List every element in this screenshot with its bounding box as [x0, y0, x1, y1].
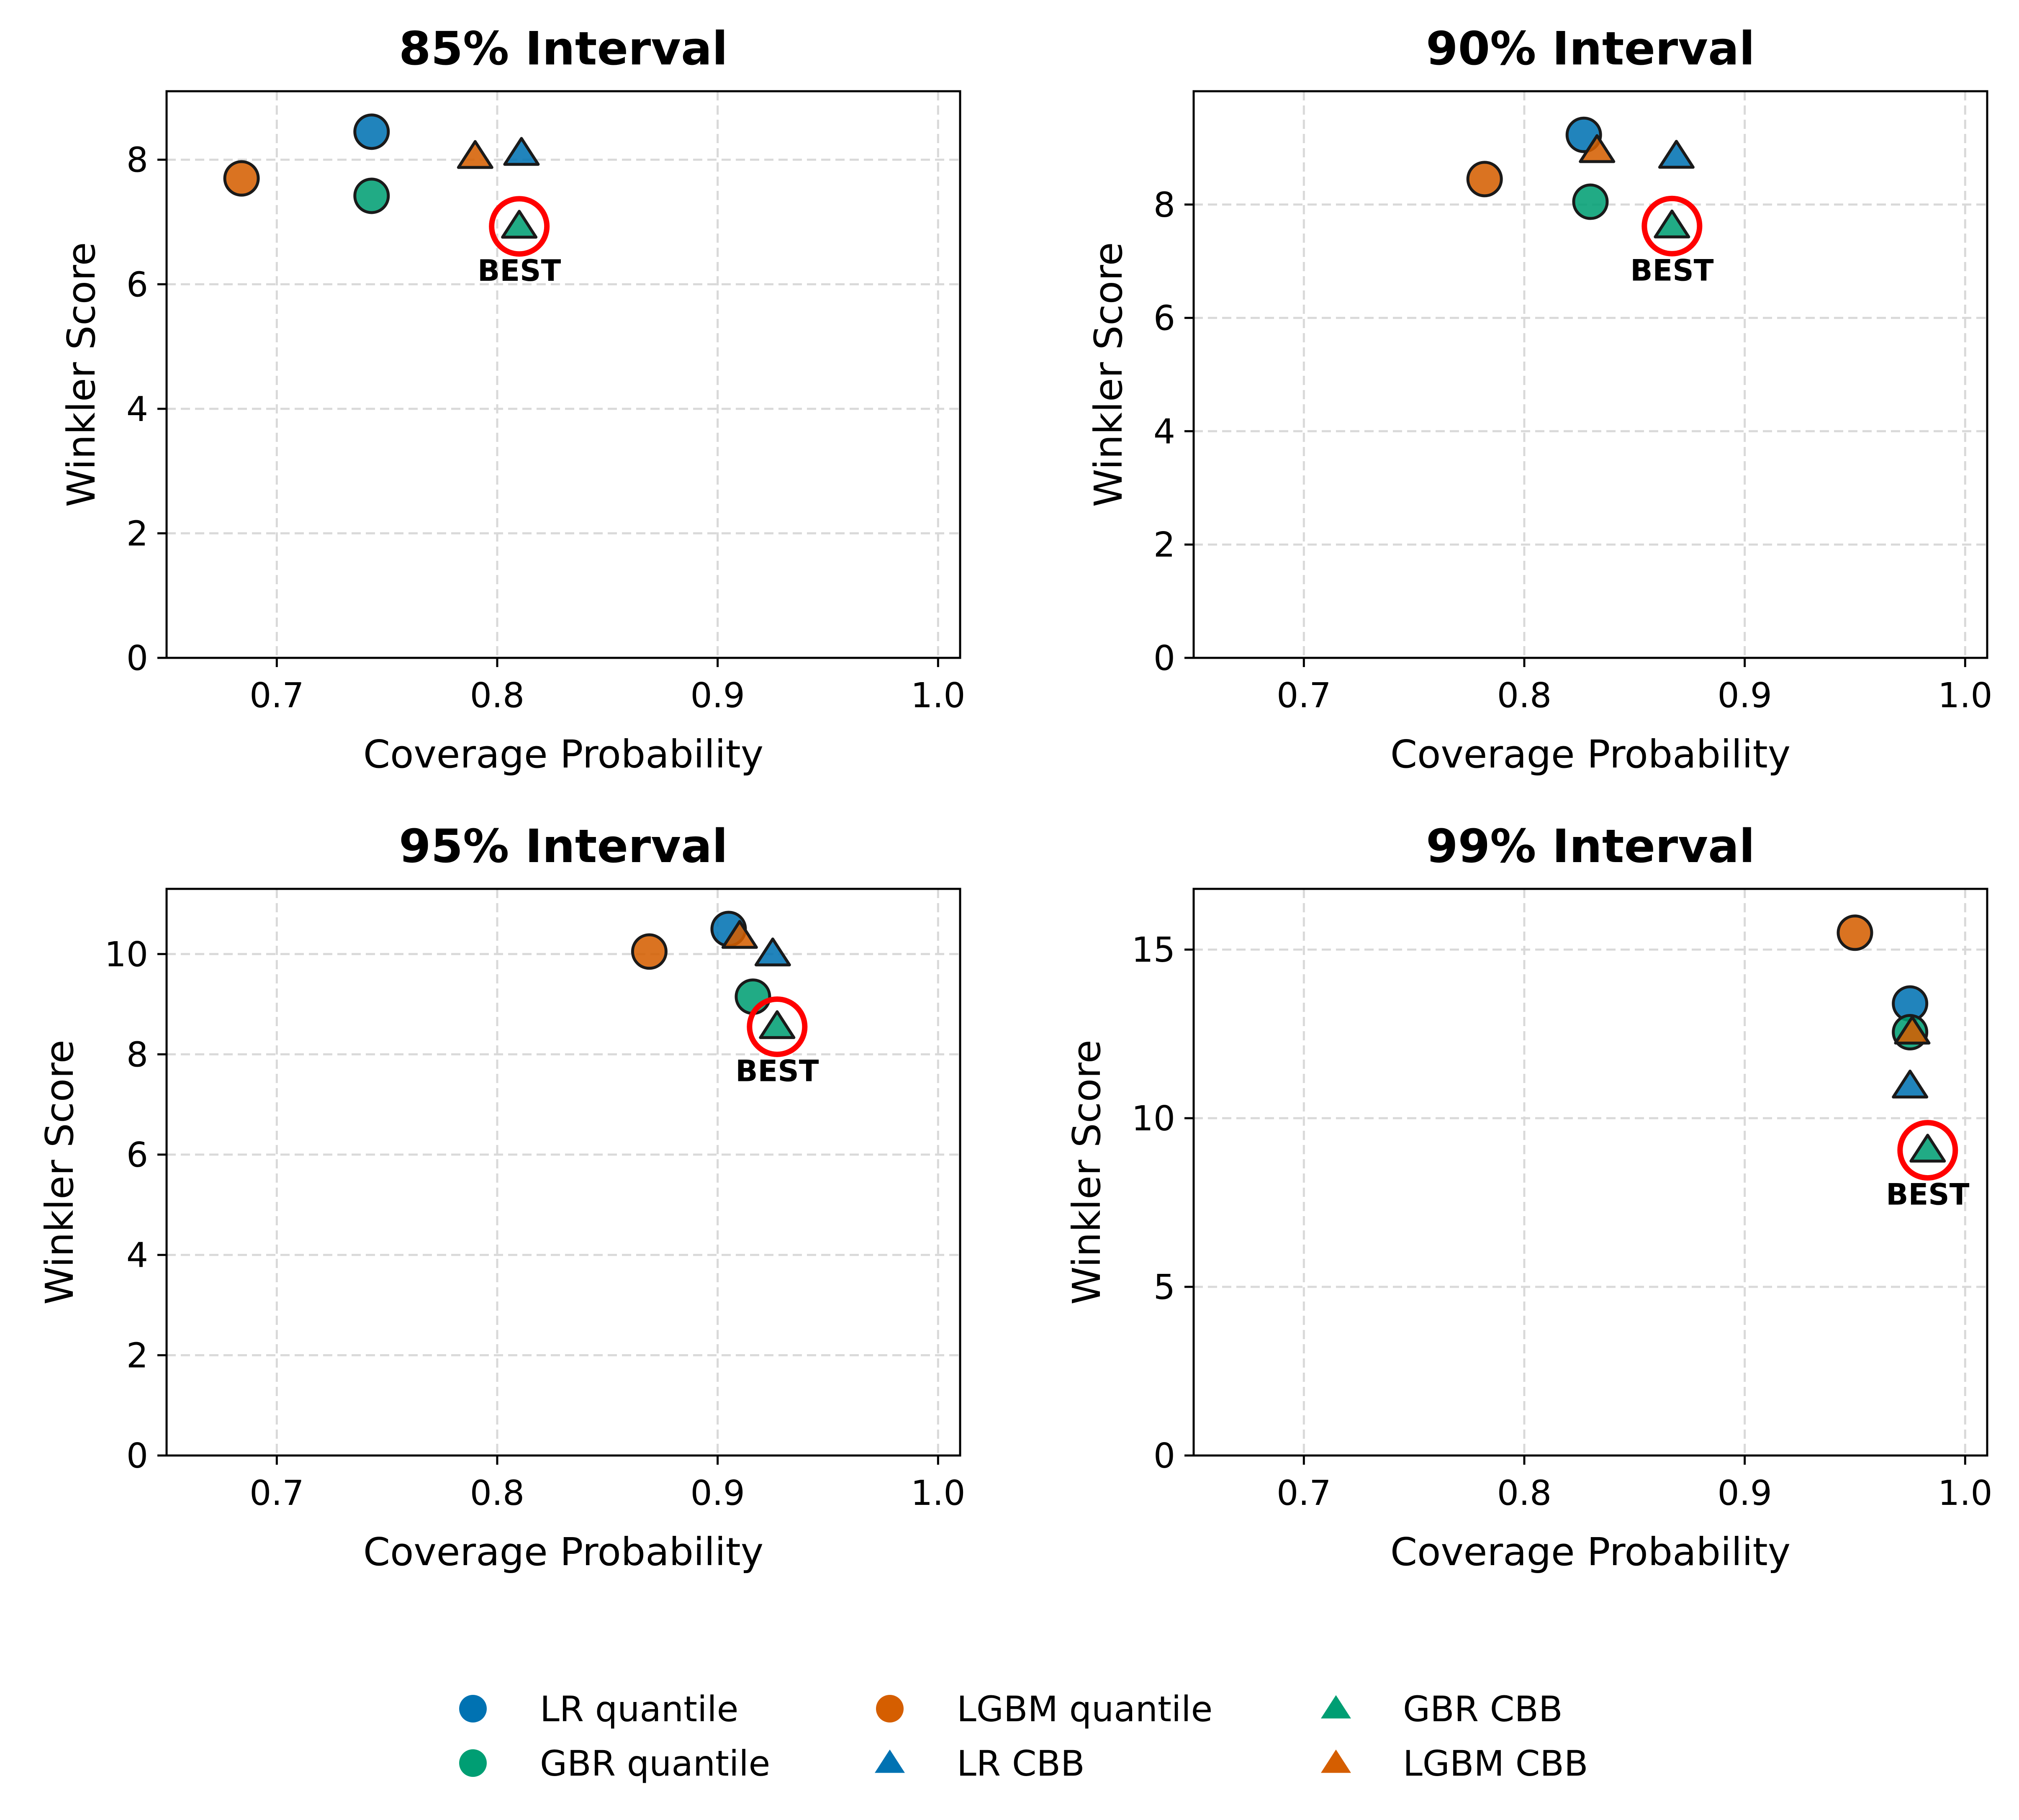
- best-label: BEST: [1886, 1178, 1970, 1212]
- y-tick-label: 4: [1153, 412, 1175, 452]
- best-highlight-ring: [489, 196, 550, 257]
- x-tick-label: 0.9: [1717, 676, 1772, 716]
- point-lr-cbb: [1892, 1069, 1929, 1099]
- legend-label-lgbm-cbb: LGBM CBB: [1403, 1743, 1588, 1784]
- x-tick-label: 1.0: [911, 1473, 965, 1513]
- point-lgbm-cbb: [1579, 134, 1616, 163]
- subplot-title: 90% Interval: [1426, 22, 1755, 75]
- subplot-title: 99% Interval: [1426, 819, 1755, 873]
- point-lgbm-quantile: [1466, 161, 1503, 198]
- best-highlight-ring: [1897, 1120, 1958, 1181]
- legend-label-lr-quantile: LR quantile: [540, 1689, 738, 1730]
- subplot-title: 95% Interval: [399, 819, 728, 873]
- axes-frame: [165, 90, 961, 659]
- x-axis-label: Coverage Probability: [1390, 1530, 1790, 1574]
- point-lgbm-quantile: [1837, 914, 1873, 951]
- x-tick-label: 0.9: [690, 676, 745, 716]
- subplot-3: 95% Interval 0.7 0.8 0.9 1.0 0 2 4 6 8 10 Coverage …: [37, 819, 966, 1574]
- y-tick-label: 5: [1153, 1268, 1175, 1307]
- point-lr-cbb: [1658, 140, 1695, 169]
- subplot-title: 85% Interval: [399, 22, 728, 75]
- legend: LR quantile GBR quantile LGBM quantile LR C…: [459, 1689, 1588, 1784]
- y-tick-label: 2: [1153, 525, 1175, 565]
- y-tick-label: 6: [126, 265, 148, 305]
- x-tick-label: 0.8: [1497, 1473, 1551, 1513]
- y-tick-label: 0: [1153, 639, 1175, 678]
- y-tick-label: 10: [105, 935, 148, 975]
- subplot-1: 85% Interval 0.7 0.8 0.9 1.0 0 2 4 6 8 Coverage Pr…: [59, 22, 966, 777]
- axes-frame: [1192, 888, 1988, 1457]
- legend-marker-lgbm-quantile: [876, 1695, 904, 1722]
- x-tick-label: 0.8: [470, 1473, 524, 1513]
- x-tick-label: 1.0: [1938, 676, 1992, 716]
- y-tick-label: 6: [1153, 299, 1175, 339]
- axes-frame: [165, 888, 961, 1457]
- x-axis-label: Coverage Probability: [363, 1530, 763, 1574]
- point-lr-quantile: [353, 113, 390, 150]
- best-label: BEST: [478, 254, 561, 288]
- point-gbr-cbb: [501, 210, 538, 239]
- subplot-2: 90% Interval 0.7 0.8 0.9 1.0 0 2 4 6 8 Coverage Pr…: [1086, 22, 1993, 777]
- y-axis-label: Winkler Score: [59, 242, 104, 507]
- legend-label-lr-cbb: LR CBB: [957, 1743, 1085, 1784]
- point-lr-cbb: [754, 937, 791, 967]
- legend-marker-lr-cbb: [875, 1749, 905, 1773]
- legend-label-gbr-quantile: GBR quantile: [540, 1743, 770, 1784]
- y-tick-label: 0: [126, 639, 148, 678]
- point-gbr-quantile: [353, 177, 390, 214]
- point-lgbm-quantile: [223, 160, 260, 197]
- legend-marker-gbr-cbb: [1321, 1695, 1351, 1719]
- y-tick-label: 10: [1132, 1099, 1175, 1139]
- point-gbr-quantile: [735, 978, 771, 1015]
- subplot-4: 99% Interval 0.7 0.8 0.9 1.0 0 5 10 15 Coverage P…: [1064, 819, 1993, 1574]
- y-tick-label: 8: [126, 141, 148, 180]
- point-lr-cbb: [503, 137, 540, 166]
- x-axis-label: Coverage Probability: [1390, 732, 1790, 777]
- x-tick-label: 0.8: [1497, 676, 1551, 716]
- point-gbr-quantile: [1572, 183, 1609, 220]
- y-axis-label: Winkler Score: [37, 1040, 82, 1305]
- x-tick-label: 0.7: [249, 676, 304, 716]
- x-tick-label: 0.9: [1717, 1473, 1772, 1513]
- y-axis-label: Winkler Score: [1086, 242, 1131, 507]
- point-lgbm-cbb: [1894, 1016, 1931, 1045]
- best-highlight-ring: [1641, 195, 1703, 257]
- x-tick-label: 0.8: [470, 676, 524, 716]
- y-tick-label: 8: [1153, 185, 1175, 225]
- x-tick-label: 1.0: [1938, 1473, 1992, 1513]
- point-gbr-cbb: [759, 1010, 796, 1039]
- y-tick-label: 2: [126, 1336, 148, 1376]
- best-highlight-ring: [747, 996, 808, 1058]
- point-lgbm-cbb: [457, 140, 493, 169]
- axes-frame: [1192, 90, 1988, 659]
- y-tick-label: 2: [126, 514, 148, 554]
- y-tick-label: 15: [1132, 930, 1175, 970]
- y-tick-label: 6: [126, 1135, 148, 1175]
- legend-marker-gbr-quantile: [459, 1749, 487, 1777]
- y-tick-label: 4: [126, 1236, 148, 1276]
- y-tick-label: 8: [126, 1035, 148, 1075]
- point-lgbm-quantile: [631, 933, 668, 970]
- point-gbr-cbb: [1654, 209, 1690, 239]
- point-lgbm-cbb: [721, 920, 758, 949]
- y-axis-label: Winkler Score: [1064, 1040, 1109, 1305]
- legend-label-lgbm-quantile: LGBM quantile: [957, 1689, 1212, 1730]
- best-label: BEST: [1630, 253, 1714, 288]
- legend-marker-lr-quantile: [459, 1695, 487, 1722]
- x-tick-label: 1.0: [911, 676, 965, 716]
- legend-label-gbr-cbb: GBR CBB: [1403, 1689, 1563, 1730]
- point-gbr-cbb: [1909, 1134, 1946, 1163]
- x-tick-label: 0.7: [249, 1473, 304, 1513]
- x-tick-label: 0.7: [1277, 676, 1331, 716]
- y-tick-label: 0: [1153, 1436, 1175, 1476]
- legend-marker-lgbm-cbb: [1321, 1749, 1351, 1773]
- y-tick-label: 4: [126, 390, 148, 429]
- y-tick-label: 0: [126, 1436, 148, 1476]
- x-tick-label: 0.9: [690, 1473, 745, 1513]
- best-label: BEST: [735, 1054, 819, 1088]
- x-axis-label: Coverage Probability: [363, 732, 763, 777]
- x-tick-label: 0.7: [1277, 1473, 1331, 1513]
